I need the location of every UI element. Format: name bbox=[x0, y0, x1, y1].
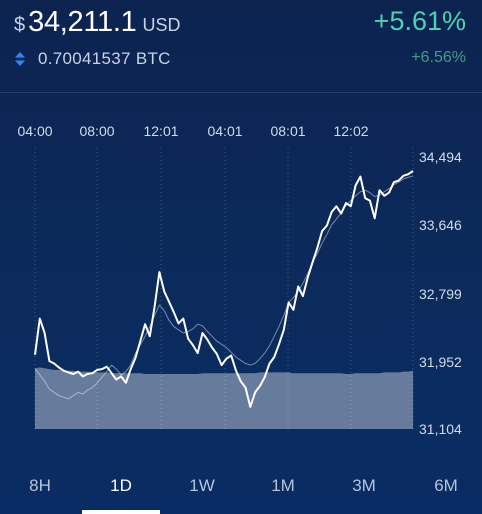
time-range-selector: 8H 1D 1W 1M 3M 6M bbox=[0, 466, 482, 514]
range-1m-button[interactable]: 1M bbox=[271, 476, 295, 495]
price-header: $ 34,211.1 USD +5.61% 0.70041537 BTC +6.… bbox=[0, 0, 482, 92]
time-tick-label: 12:02 bbox=[333, 123, 369, 139]
btc-change-percent: +6.56% bbox=[411, 49, 466, 66]
range-3m-button[interactable]: 3M bbox=[352, 476, 376, 495]
price-tick-label: 34,494 bbox=[419, 149, 462, 165]
time-tick-label: 12:01 bbox=[143, 123, 179, 139]
price-line bbox=[34, 170, 414, 408]
selected-range-indicator bbox=[82, 510, 160, 514]
price-tick-label: 31,952 bbox=[419, 354, 462, 370]
btc-amount: 0.70041537 BTC bbox=[38, 49, 171, 68]
time-tick-label: 04:00 bbox=[17, 123, 53, 139]
price-tick-label: 32,799 bbox=[419, 286, 462, 302]
chart-grid bbox=[34, 148, 414, 432]
swap-vertical-icon[interactable] bbox=[14, 51, 26, 67]
price-change-percent: +5.61% bbox=[373, 6, 466, 36]
time-tick-label: 08:01 bbox=[270, 123, 306, 139]
range-1w-button[interactable]: 1W bbox=[189, 476, 215, 495]
range-8h-button[interactable]: 8H bbox=[29, 476, 51, 495]
header-divider bbox=[0, 92, 482, 93]
price-tick-label: 31,104 bbox=[419, 421, 462, 437]
range-6m-button[interactable]: 6M bbox=[434, 476, 458, 495]
current-price: 34,211.1 bbox=[28, 6, 137, 38]
price-tick-label: 33,646 bbox=[419, 217, 462, 233]
btc-row[interactable]: 0.70041537 BTC bbox=[14, 49, 171, 69]
currency-code[interactable]: USD bbox=[142, 15, 181, 35]
range-1d-button[interactable]: 1D bbox=[110, 476, 132, 495]
volume-area bbox=[35, 367, 413, 429]
currency-symbol: $ bbox=[14, 14, 26, 36]
time-tick-label: 04:01 bbox=[207, 123, 243, 139]
secondary-price-line bbox=[34, 175, 414, 400]
price-chart[interactable] bbox=[0, 140, 482, 440]
price-row: $ 34,211.1 USD bbox=[14, 6, 180, 39]
time-tick-label: 08:00 bbox=[79, 123, 115, 139]
